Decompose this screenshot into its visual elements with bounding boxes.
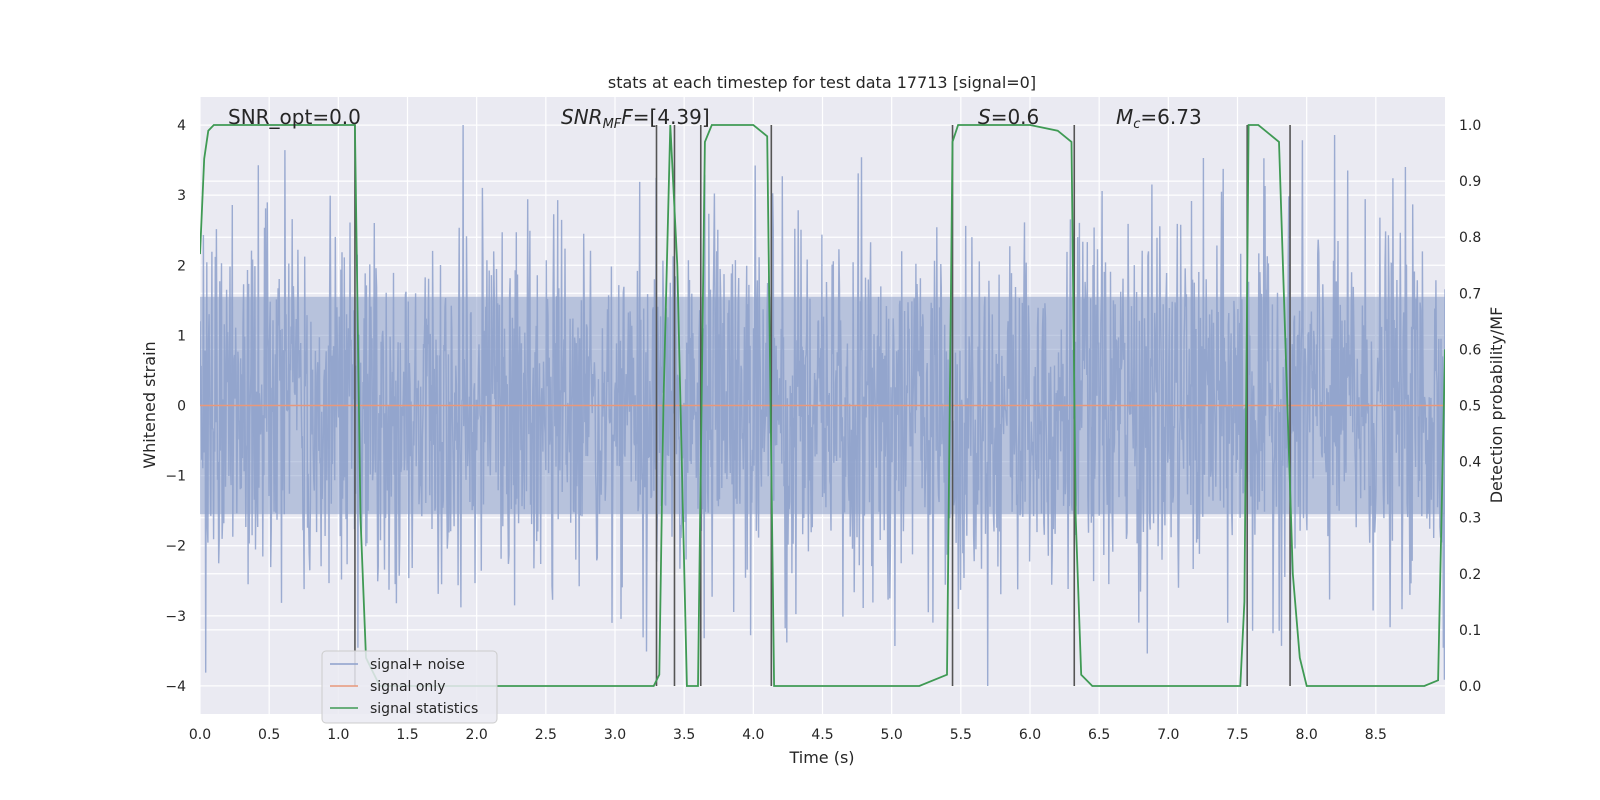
y-tick-label: −3 — [165, 609, 186, 625]
y-axis-label-right: Detection probability/MF — [1487, 307, 1506, 504]
x-tick-label: 0.5 — [258, 727, 280, 743]
annotation-s: S=0.6 — [978, 105, 1039, 129]
x-tick-label: 4.0 — [742, 727, 764, 743]
annotation-snr-mf-value: =[4.39] — [633, 105, 710, 129]
x-axis-label: Time (s) — [788, 748, 854, 767]
y-tick-label: −2 — [165, 539, 186, 555]
x-tick-label: 7.5 — [1226, 727, 1248, 743]
y-tick-label: 3 — [177, 188, 186, 204]
annotation-mc-sub: c — [1133, 117, 1140, 132]
legend: signal+ noise signal only signal statist… — [321, 650, 498, 724]
legend-label-signal-noise: signal+ noise — [370, 657, 465, 673]
x-tick-label: 2.0 — [466, 727, 488, 743]
x-tick-label: 5.5 — [950, 727, 972, 743]
x-ticks: 0.0 0.5 1.0 1.5 2.0 2.5 3.0 3.5 4.0 4.5 5.0 5.5 6.0 6… — [189, 727, 1387, 743]
y-tick-label-right: 0.9 — [1459, 174, 1481, 190]
x-tick-label: 6.0 — [1019, 727, 1041, 743]
y-axis-label: Whitened strain — [140, 341, 159, 468]
legend-label-signal-statistics: signal statistics — [370, 701, 478, 717]
chart-title: stats at each timestep for test data 177… — [608, 73, 1036, 92]
y-tick-label: 1 — [177, 328, 186, 344]
y-tick-label: 0 — [177, 399, 186, 415]
annotation-mc-value: =6.73 — [1140, 105, 1201, 129]
y-tick-label-right: 0.8 — [1459, 230, 1481, 246]
y-ticks-right: 1.0 0.9 0.8 0.7 0.6 0.5 0.4 0.3 0.2 0.1 0.0 — [1459, 118, 1481, 695]
x-tick-label: 3.5 — [673, 727, 695, 743]
annotation-snr-mf-f: F — [621, 105, 633, 129]
y-tick-label: −4 — [165, 679, 186, 695]
y-ticks: 4 3 2 1 0 −1 −2 −3 −4 — [165, 118, 186, 695]
legend-label-signal-only: signal only — [370, 679, 445, 695]
x-tick-label: 0.0 — [189, 727, 211, 743]
x-tick-label: 5.0 — [881, 727, 903, 743]
y-tick-label-right: 0.0 — [1459, 679, 1481, 695]
x-tick-label: 3.0 — [604, 727, 626, 743]
annotation-s-value: =0.6 — [991, 105, 1040, 129]
y-tick-label-right: 1.0 — [1459, 118, 1481, 134]
annotation-mc: Mc=6.73 — [1116, 105, 1202, 132]
y-tick-label-right: 0.7 — [1459, 286, 1481, 302]
y-tick-label-right: 0.3 — [1459, 511, 1481, 527]
legend-box — [321, 650, 498, 724]
x-tick-label: 1.5 — [396, 727, 418, 743]
x-tick-label: 1.0 — [327, 727, 349, 743]
x-tick-label: 2.5 — [535, 727, 557, 743]
x-tick-label: 6.5 — [1088, 727, 1110, 743]
y-tick-label: 2 — [177, 258, 186, 274]
y-tick-label-right: 0.1 — [1459, 623, 1481, 639]
annotation-mc-main: M — [1116, 105, 1133, 129]
x-tick-label: 8.0 — [1296, 727, 1318, 743]
y-tick-label-right: 0.2 — [1459, 567, 1481, 583]
annotation-s-main: S — [978, 105, 991, 129]
annotation-snr-opt: SNR_opt=0.0 — [228, 105, 361, 129]
y-tick-label: −1 — [165, 469, 186, 485]
x-tick-label: 7.0 — [1157, 727, 1179, 743]
y-tick-label: 4 — [177, 118, 186, 134]
x-tick-label: 8.5 — [1365, 727, 1387, 743]
y-tick-label-right: 0.4 — [1459, 455, 1481, 471]
y-tick-label-right: 0.6 — [1459, 342, 1481, 358]
annotation-snr-mf-sub: MF — [603, 117, 622, 132]
annotation-snr-mf-main: SNR — [561, 105, 603, 129]
x-tick-label: 4.5 — [811, 727, 833, 743]
y-tick-label-right: 0.5 — [1459, 399, 1481, 415]
annotation-snr-mf: SNRMFF=[4.39] — [561, 105, 710, 132]
